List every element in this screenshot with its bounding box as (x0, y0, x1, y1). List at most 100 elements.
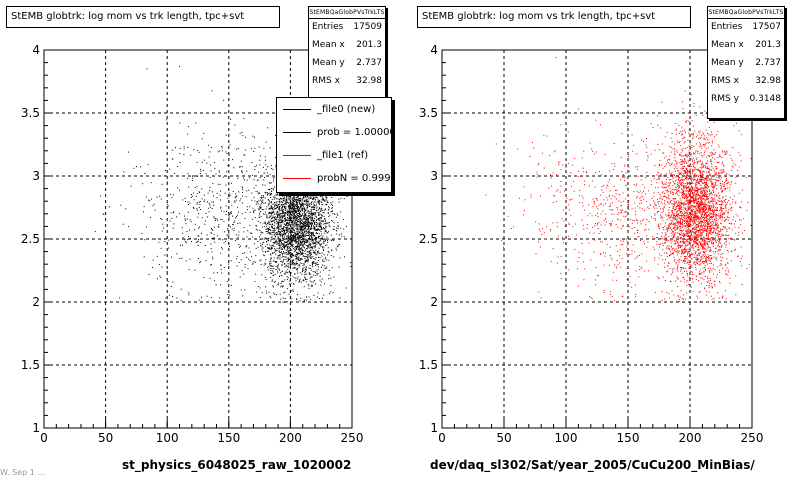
data-point (315, 283, 317, 285)
data-point (289, 194, 291, 196)
data-point (305, 203, 307, 205)
data-point (685, 221, 687, 223)
data-point (318, 298, 320, 299)
data-point (322, 259, 324, 261)
data-point (209, 187, 211, 188)
data-point (270, 216, 272, 218)
data-point (280, 213, 282, 215)
data-point (282, 212, 284, 214)
data-point (315, 196, 317, 198)
data-point (228, 176, 230, 178)
data-point (264, 191, 266, 193)
data-point (262, 243, 263, 245)
data-point (301, 225, 303, 227)
data-point (211, 90, 213, 92)
data-point (249, 206, 251, 208)
data-point (301, 258, 303, 260)
data-point (707, 177, 708, 179)
data-point (308, 232, 310, 234)
data-point (694, 257, 696, 259)
data-point (722, 253, 724, 254)
data-point (198, 151, 200, 153)
data-point (234, 196, 236, 198)
data-point (689, 192, 691, 193)
data-point (661, 164, 663, 166)
data-point (292, 197, 294, 199)
data-point (295, 199, 297, 201)
data-point (304, 241, 306, 243)
data-point (322, 235, 324, 237)
data-point (306, 221, 308, 223)
data-point (688, 209, 690, 210)
data-point (724, 152, 726, 153)
data-point (256, 225, 258, 227)
data-point (220, 219, 222, 221)
data-point (339, 257, 341, 259)
data-point (315, 232, 317, 234)
data-point (200, 168, 202, 170)
data-point (289, 264, 291, 266)
data-point (220, 284, 222, 286)
data-point (311, 236, 313, 238)
data-point (678, 222, 680, 223)
data-point (678, 177, 680, 179)
data-point (708, 171, 710, 173)
data-point (673, 252, 675, 254)
data-point (302, 220, 304, 222)
data-point (160, 218, 162, 219)
data-point (299, 200, 301, 201)
data-point (673, 198, 675, 200)
data-point (687, 209, 689, 211)
data-point (282, 285, 284, 287)
data-point (238, 191, 240, 193)
data-point (664, 204, 666, 206)
data-point (281, 201, 283, 203)
data-point (201, 296, 202, 298)
data-point (264, 213, 266, 215)
data-point (284, 291, 286, 293)
data-point (306, 202, 308, 204)
data-point (320, 195, 322, 197)
data-point (290, 242, 291, 244)
data-point (270, 197, 272, 199)
data-point (331, 250, 333, 252)
data-point (673, 214, 675, 216)
data-point (297, 245, 299, 247)
data-point (658, 177, 660, 179)
data-point (680, 212, 682, 213)
data-point (263, 202, 265, 204)
data-point (333, 256, 335, 258)
data-point (314, 209, 315, 210)
data-point (311, 219, 313, 221)
data-point (317, 200, 319, 202)
data-point (675, 176, 677, 178)
data-point (262, 199, 264, 201)
data-point (302, 233, 304, 235)
data-point (270, 182, 272, 184)
data-point (698, 223, 700, 225)
data-point (750, 158, 752, 159)
data-point (704, 178, 706, 180)
data-point (267, 217, 269, 219)
data-point (312, 234, 314, 236)
data-point (296, 209, 298, 211)
data-point (314, 241, 316, 243)
data-point (688, 239, 690, 240)
data-point (715, 215, 717, 217)
data-point (711, 213, 713, 215)
data-point (309, 239, 311, 240)
left-stats-row: RMS x 32.98 (312, 76, 382, 86)
data-point (246, 170, 248, 172)
data-point (306, 208, 308, 210)
data-point (724, 264, 726, 266)
data-point (260, 206, 262, 208)
x-tick-label: 150 (217, 431, 240, 445)
data-point (318, 219, 320, 221)
data-point (669, 239, 671, 241)
data-point (690, 239, 692, 241)
data-point (700, 176, 702, 178)
data-point (322, 242, 324, 244)
data-point (264, 184, 266, 186)
data-point (265, 223, 267, 225)
data-point (174, 172, 176, 174)
